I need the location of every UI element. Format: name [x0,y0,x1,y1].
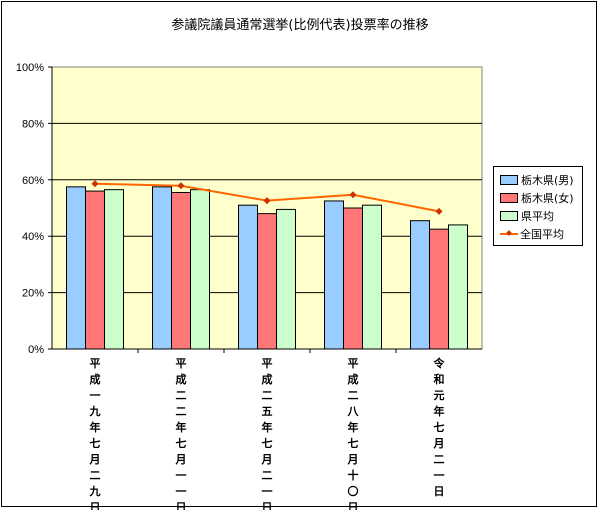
bar [276,208,296,350]
data-point [177,182,185,190]
x-category-label: 平成二二年七月一一日 [175,357,187,510]
bar [104,189,124,350]
legend-label-tochigi-female: 栃木県(女) [521,192,574,205]
legend-item-national-average: 全国平均 [500,226,564,242]
legend-item-tochigi-female: 栃木県(女) [500,190,574,206]
legend-label-tochigi-male: 栃木県(男) [521,174,574,187]
bar [66,186,86,350]
data-point [91,180,99,188]
x-category-label: 平成一九年七月二九日 [89,357,101,510]
x-category-label: 令和元年七月二一日 [433,356,446,498]
legend-item-pref-average: 県平均 [500,208,554,224]
legend-item-tochigi-male: 栃木県(男) [500,172,574,188]
bar [257,213,277,350]
chart-title: 参議院議員通常選挙(比例代表)投票率の推移 [171,18,429,33]
legend-line-national-average [500,230,518,238]
data-point [435,207,443,215]
y-tick-label: 40% [22,231,44,243]
y-tick-label: 20% [22,288,44,300]
bar [190,189,210,350]
bar [448,224,468,350]
y-tick-label: 100% [16,62,44,74]
data-point [263,197,271,205]
legend-label-pref-average: 県平均 [521,210,554,223]
bar [362,204,382,350]
x-category-label: 平成二八年七月十〇日 [347,357,360,510]
legend-swatch-tochigi-female [500,193,518,203]
legend-swatch-tochigi-male [500,175,518,185]
legend: 栃木県(男) 栃木県(女) 県平均 全国平均 [493,166,583,246]
x-category-label: 平成二五年七月二一日 [261,357,273,510]
y-tick-label: 80% [22,118,44,130]
bar [429,228,449,350]
y-tick-label: 60% [22,175,44,187]
bar [85,190,105,350]
bar [238,204,258,350]
bar [343,207,363,350]
bar [410,220,430,350]
bar [152,186,172,350]
legend-swatch-pref-average [500,211,518,221]
data-point [349,191,357,199]
y-tick-label: 0% [28,344,44,356]
bar [171,191,191,350]
bar [324,200,344,350]
legend-label-national-average: 全国平均 [520,228,564,241]
